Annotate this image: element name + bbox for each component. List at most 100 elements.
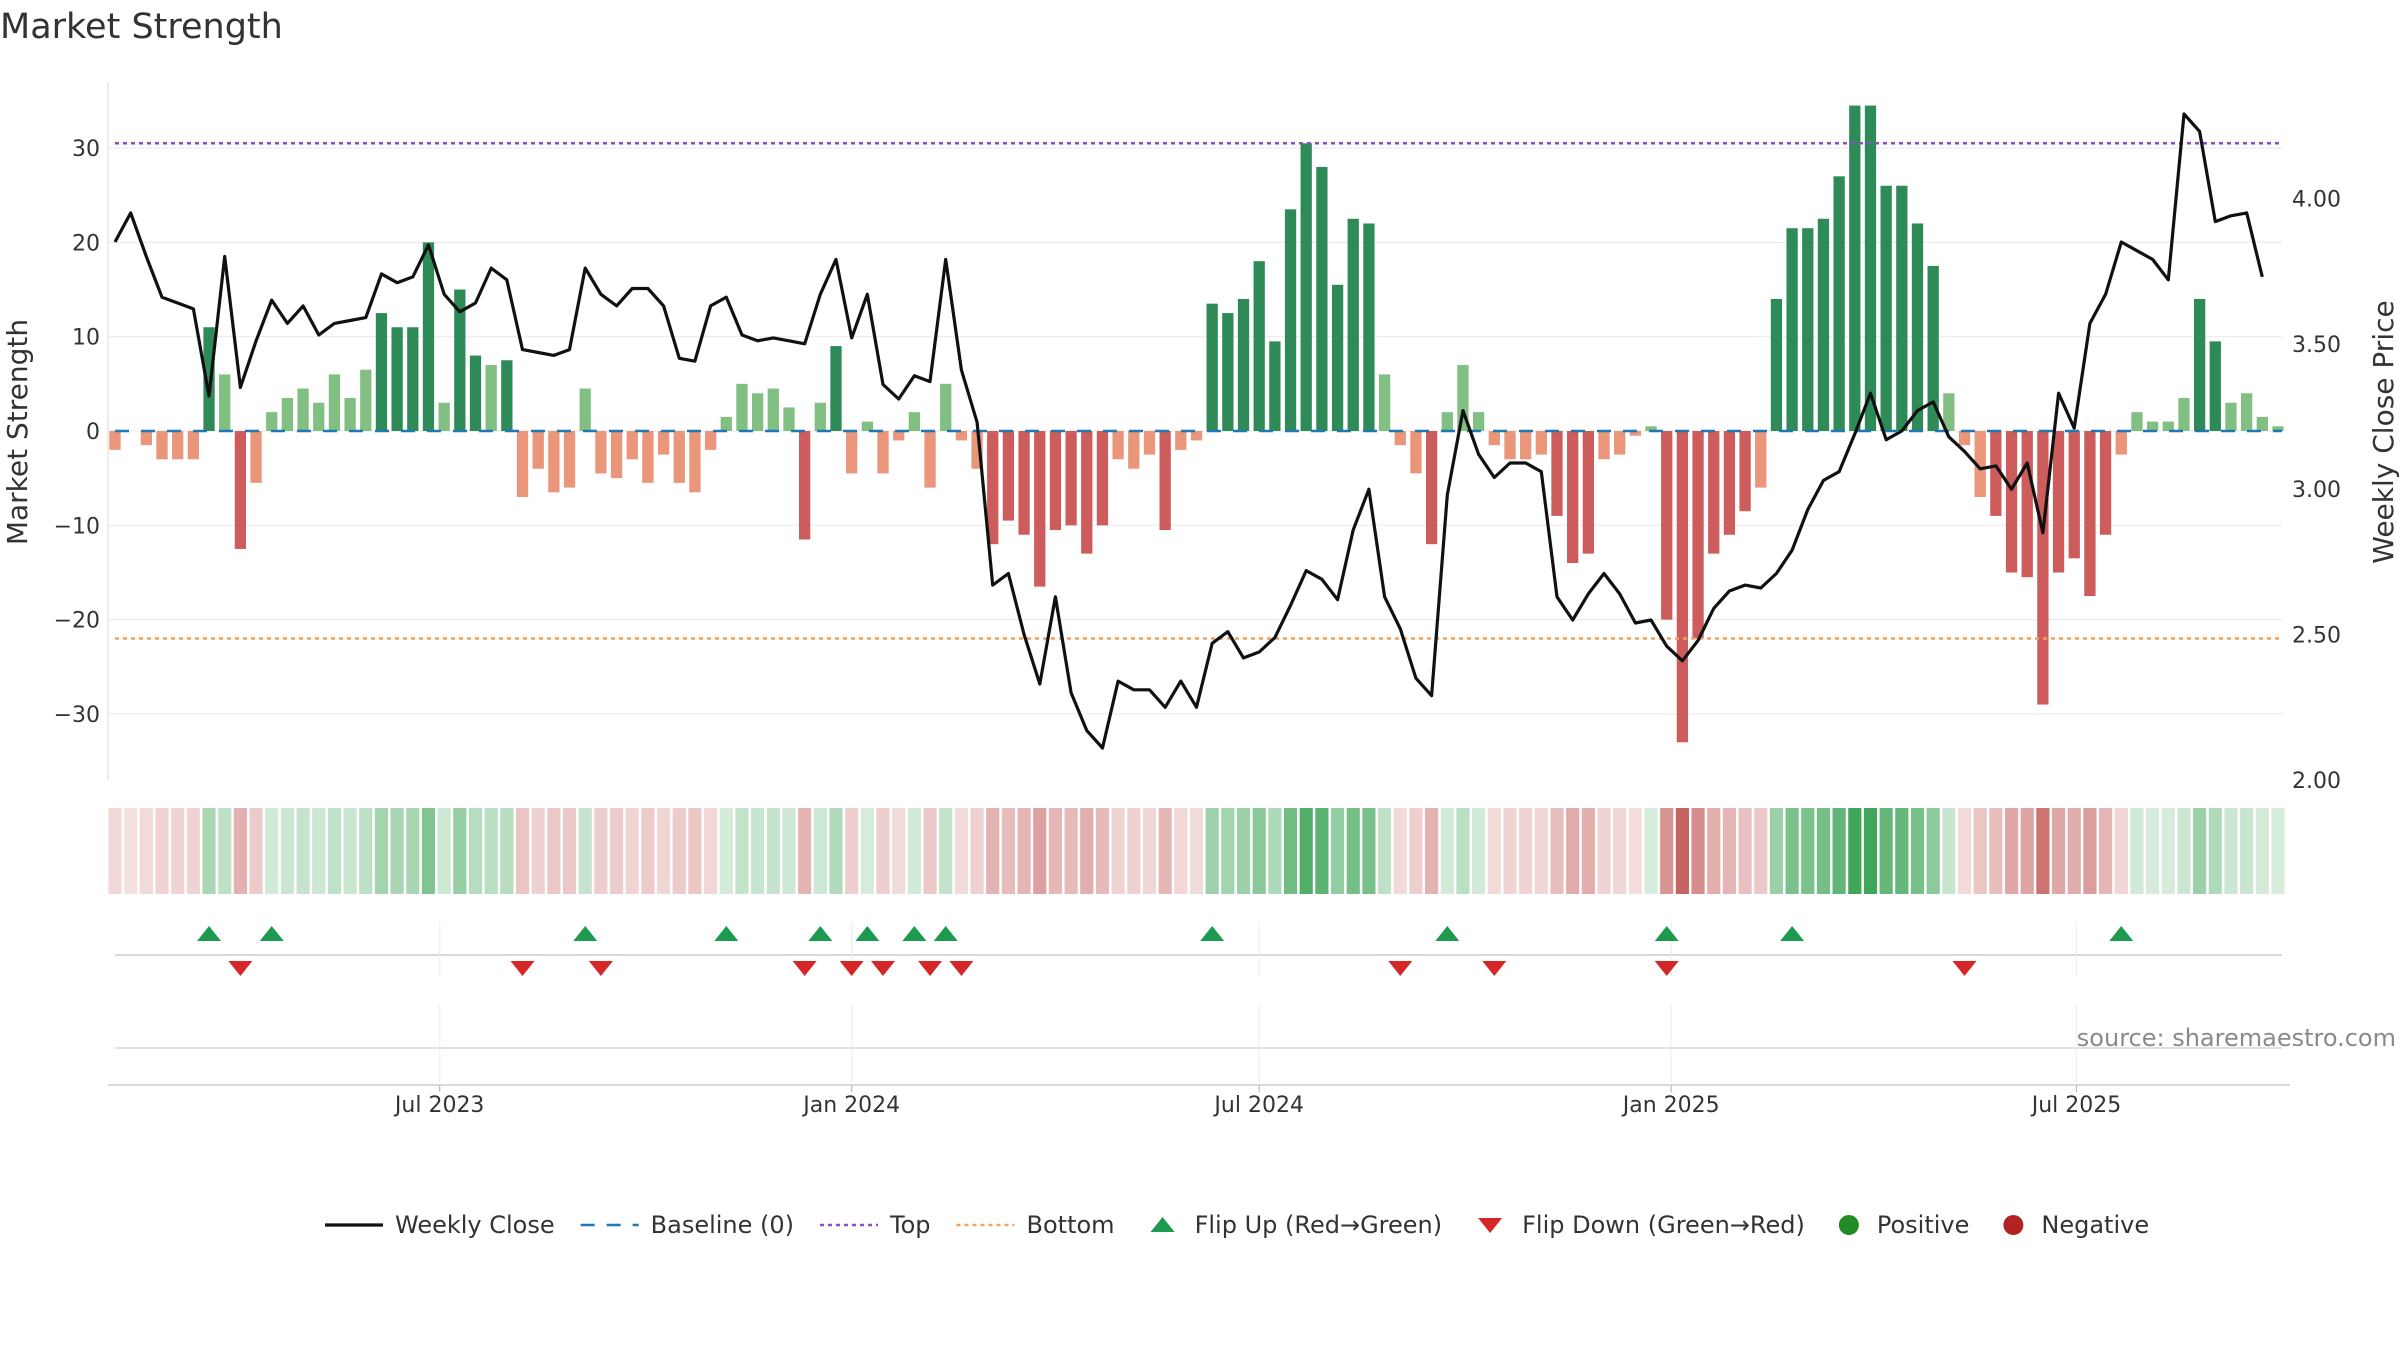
heat-cell — [1205, 808, 1219, 894]
strength-bar — [1159, 431, 1171, 531]
legend-item-flip_up: Flip Up (Red→Green) — [1150, 1211, 1443, 1239]
legend-swatch — [2003, 1215, 2024, 1235]
strength-bar — [532, 431, 544, 469]
strength-bar — [563, 431, 576, 488]
legend-item-top: Top — [820, 1211, 931, 1239]
legend-label: Negative — [2041, 1211, 2149, 1239]
heat-cell — [202, 808, 216, 894]
heat-cell — [484, 808, 498, 894]
strength-bar — [1817, 218, 1830, 431]
heat-cell — [2020, 808, 2034, 894]
heat-cell — [845, 808, 859, 894]
source-note: source: sharemaestro.com — [2077, 1024, 2396, 1052]
strength-bar — [657, 431, 670, 455]
right-tick-label: 3.50 — [2292, 333, 2341, 358]
flip-down-marker — [588, 961, 613, 976]
strength-bar — [1582, 431, 1594, 554]
strength-bar — [1755, 431, 1767, 488]
flip-down-marker — [1482, 961, 1507, 976]
flip-markers-panel — [115, 922, 2282, 976]
heat-cell — [829, 808, 843, 894]
strength-bar — [219, 374, 231, 431]
strength-bar — [2225, 402, 2237, 431]
flip-up-marker — [1435, 926, 1460, 941]
strength-bar — [736, 383, 748, 431]
strength-bar — [1065, 431, 1077, 526]
heat-cell — [2130, 808, 2144, 894]
strength-bar — [1645, 426, 1657, 431]
heat-cell — [2255, 808, 2269, 894]
strength-bar — [140, 431, 152, 446]
legend-swatch — [1838, 1215, 1859, 1235]
left-tick-label: −10 — [54, 514, 100, 539]
strength-bar — [1974, 431, 1986, 498]
heat-cell — [923, 808, 937, 894]
legend-label: Baseline (0) — [651, 1211, 794, 1239]
flip-up-marker — [1200, 926, 1225, 941]
heat-cell — [108, 808, 122, 894]
heat-cell — [986, 808, 1000, 894]
legend-label: Flip Up (Red→Green) — [1195, 1211, 1443, 1239]
heat-cell — [531, 808, 545, 894]
heat-cell — [1754, 808, 1768, 894]
strength-bar — [2209, 341, 2221, 431]
strength-bar — [720, 416, 732, 431]
heat-cell — [1080, 808, 1094, 894]
heat-cell — [249, 808, 263, 894]
strength-bar — [1802, 228, 1814, 431]
heat-cell — [1863, 808, 1878, 894]
flip-up-marker — [1654, 926, 1679, 941]
legend-label: Bottom — [1027, 1211, 1115, 1239]
heat-cell — [547, 808, 561, 894]
strength-bar — [1394, 431, 1406, 446]
legend: Weekly Close Baseline (0) Top Bottom Flip Up… — [325, 1211, 2149, 1239]
heat-cell — [798, 808, 812, 894]
heat-cell — [813, 808, 827, 894]
legend-swatch — [1478, 1218, 1503, 1233]
strength-bar — [1739, 431, 1751, 512]
heat-cell — [751, 808, 765, 894]
strength-bar — [2256, 416, 2268, 431]
strength-bar — [642, 431, 654, 483]
heat-cell — [970, 808, 984, 894]
heat-cell — [406, 808, 420, 894]
strength-bar — [469, 355, 482, 431]
strength-bar — [360, 369, 372, 431]
heat-cell — [954, 808, 968, 894]
flip-up-marker — [2109, 926, 2134, 941]
strength-bar — [548, 431, 560, 493]
strength-bar — [1441, 412, 1453, 431]
heat-cell — [1315, 808, 1329, 894]
heat-cell — [2224, 808, 2238, 894]
left-tick-label: 20 — [72, 231, 100, 256]
heat-cell — [1017, 808, 1031, 894]
strength-bar — [454, 289, 466, 431]
heat-cell — [1581, 808, 1595, 894]
strength-bar — [422, 242, 435, 431]
heat-cell — [1910, 808, 1925, 894]
strength-bar — [1425, 431, 1438, 545]
strength-bar — [313, 402, 325, 431]
heat-cell — [437, 808, 451, 894]
flip-up-marker — [259, 926, 284, 941]
flip-down-marker — [839, 961, 864, 976]
flip-down-marker — [1388, 961, 1413, 976]
heat-cell — [1926, 808, 1940, 894]
lower-panel — [108, 1005, 2290, 1086]
heat-cell — [1330, 808, 1345, 894]
x-tick-label: Jan 2024 — [801, 1093, 900, 1118]
strength-bar — [281, 397, 294, 431]
heat-cell — [688, 808, 702, 894]
heat-cell — [719, 808, 733, 894]
heat-cell — [594, 808, 608, 894]
strength-bar — [1331, 284, 1344, 431]
strength-bar — [109, 431, 121, 450]
heat-cell — [1660, 808, 1674, 894]
heat-cell — [374, 808, 389, 894]
heat-cell — [280, 808, 294, 894]
heat-cell — [233, 808, 247, 894]
heat-cell — [468, 808, 483, 894]
strength-bar — [1034, 431, 1046, 587]
x-axis-ticks: Jul 2023 Jan 2024 Jul 2024 Jan 2025 Jul 2025 — [393, 1085, 2121, 1118]
